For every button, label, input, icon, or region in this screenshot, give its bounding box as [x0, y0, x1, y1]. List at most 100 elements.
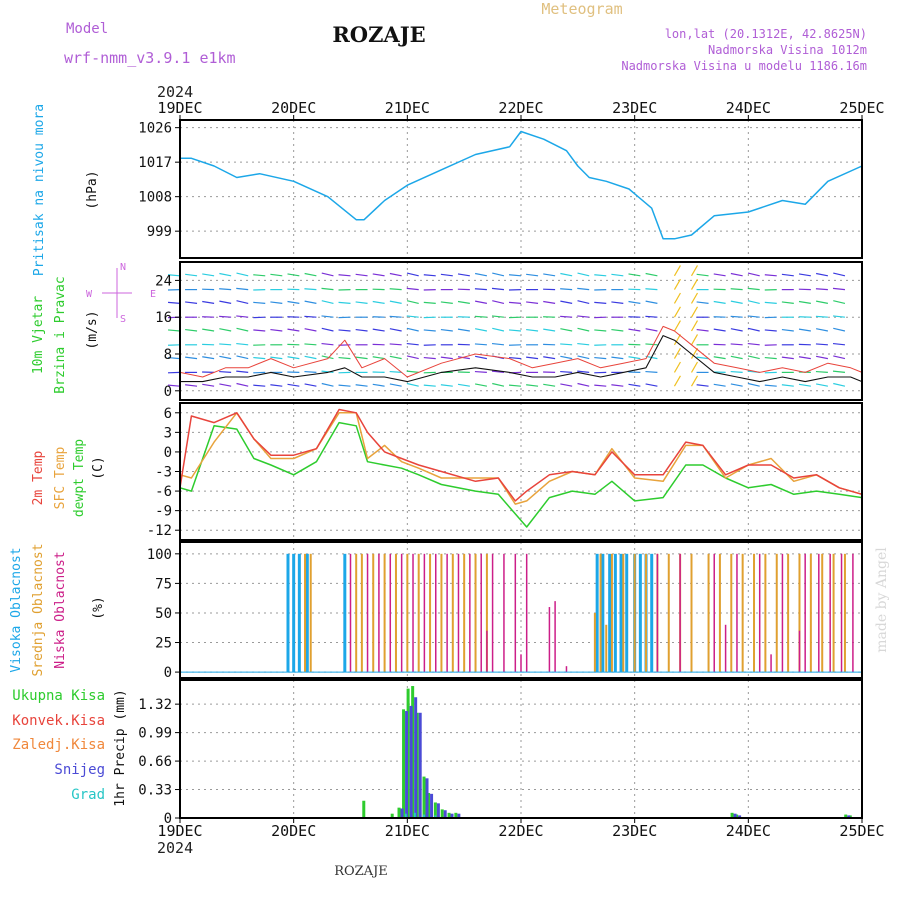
- low-cloud-bar: [457, 553, 460, 673]
- wind-arrow: [730, 272, 743, 277]
- snow-bar: [847, 815, 851, 818]
- snow-bar: [450, 813, 454, 818]
- high-cloud-bar: [292, 553, 296, 673]
- wind-arrow: [730, 300, 743, 304]
- pressure-legend: Pritisak na nivou mora (hPa): [32, 104, 100, 276]
- wind-arrow: [219, 328, 232, 332]
- wind-arrow: [798, 273, 811, 277]
- mid-cloud-bar: [309, 553, 312, 673]
- mid-cloud-bar: [764, 553, 767, 673]
- wind-arrow: [474, 315, 487, 318]
- footer-station: ROZAJE: [334, 864, 388, 879]
- wind-arrow: [690, 320, 699, 332]
- mid-cloud-bar: [605, 624, 608, 673]
- wind-arrow: [560, 328, 573, 332]
- wind-arrow: [543, 383, 556, 387]
- total-precip-bar: [362, 800, 366, 818]
- wind-arrow: [440, 328, 453, 332]
- x-label-bottom: 20DEC: [271, 822, 316, 840]
- wind-arrow: [628, 273, 641, 277]
- wind-arrow: [815, 370, 828, 373]
- marks-layer: [167, 130, 863, 818]
- wind-arrow: [526, 301, 539, 304]
- wind-arrow: [577, 300, 590, 304]
- wind-arrow: [833, 382, 846, 387]
- wind-arrow: [730, 370, 743, 373]
- temp-legend: 2m Temp SFC Temp dewpt Temp (C): [31, 439, 106, 517]
- wind-arrow: [611, 328, 624, 332]
- total-precip-label: Ukupna Kisa: [12, 688, 105, 704]
- pressure-ytick-label: 1026: [138, 121, 172, 137]
- low-cloud-bar: [378, 553, 380, 673]
- pressure-ytick-label: 1017: [138, 155, 172, 171]
- low-cloud-bar: [829, 553, 831, 673]
- temperature-ytick-label: 6: [164, 406, 172, 422]
- mid-cloud-bar: [809, 553, 812, 673]
- wind-arrow: [690, 278, 699, 290]
- wind-ytick-label: 16: [155, 310, 172, 326]
- wind-arrow: [764, 356, 777, 360]
- wind-arrow: [338, 329, 351, 332]
- wind-arrow: [696, 356, 709, 360]
- x-label-top: 24DEC: [726, 99, 771, 117]
- wind-arrow: [594, 356, 607, 360]
- wind-arrow: [185, 384, 198, 387]
- wind-arrow: [747, 300, 760, 304]
- wind-arrow: [440, 356, 453, 360]
- low-cloud-bar: [446, 553, 448, 673]
- wind-arrow: [798, 328, 811, 332]
- mid-cloud-bar: [417, 553, 420, 673]
- wind-arrow: [321, 300, 334, 304]
- cloud-ytick-label: 25: [155, 636, 172, 652]
- x-label-bottom: 19DEC: [157, 822, 202, 840]
- x-label-top: 23DEC: [612, 99, 657, 117]
- mid-cloud-bar: [821, 553, 824, 673]
- x-label-top: 22DEC: [498, 99, 543, 117]
- dewpt-label: dewpt Temp: [72, 439, 87, 517]
- wind-arrow: [764, 274, 777, 277]
- low-cloud-bar: [770, 654, 772, 673]
- mid-cloud-bar: [406, 553, 409, 673]
- wind-arrow: [560, 355, 573, 360]
- wind-arrow: [270, 301, 283, 304]
- high-cloud-bar: [650, 553, 654, 673]
- wind-arrow: [475, 355, 488, 360]
- graupel-bar: [413, 812, 416, 818]
- wind-arrow: [611, 301, 624, 304]
- wind-arrow: [764, 384, 777, 387]
- wind-arrow: [526, 328, 539, 332]
- wind-arrow: [270, 273, 283, 277]
- wind-arrow: [690, 375, 699, 387]
- wind-arrow: [815, 343, 828, 346]
- mid-cloud-bar: [610, 553, 613, 673]
- wind-arrow: [219, 315, 232, 318]
- wind-arrow: [764, 329, 777, 332]
- temperature-ytick-label: -9: [155, 504, 172, 520]
- low-cloud-bar: [514, 553, 517, 673]
- wind-arrow: [673, 278, 681, 290]
- mid-cloud-bar: [440, 553, 443, 673]
- x-label-top: 19DEC: [157, 99, 202, 117]
- wind-arrow: [492, 327, 505, 332]
- low-cloud-bar: [389, 553, 392, 673]
- wind-arrow: [236, 370, 249, 373]
- wind-arrow: [167, 356, 181, 360]
- snow-bar: [443, 810, 447, 818]
- wind-arrow: [167, 384, 181, 387]
- wind-arrow: [690, 361, 699, 373]
- wind-arrow: [508, 356, 522, 360]
- model-elevation: Nadmorska Visina u modelu 1186.16m: [621, 59, 867, 73]
- wind-arrow: [577, 315, 590, 318]
- wind-arrow: [730, 343, 743, 346]
- snow-bar: [738, 815, 742, 818]
- wind-arrow: [355, 384, 368, 387]
- wind-compass-icon: N S W E: [86, 262, 156, 325]
- temperature-ytick-label: -12: [147, 523, 172, 539]
- pressure-ytick-label: 1008: [138, 190, 172, 206]
- wind-arrow: [690, 292, 699, 304]
- wind-arrow: [491, 370, 505, 373]
- wind-arrow: [645, 370, 658, 373]
- wind-arrow: [747, 272, 760, 277]
- wind-arrow: [594, 384, 607, 387]
- total-precip-bar: [730, 812, 734, 818]
